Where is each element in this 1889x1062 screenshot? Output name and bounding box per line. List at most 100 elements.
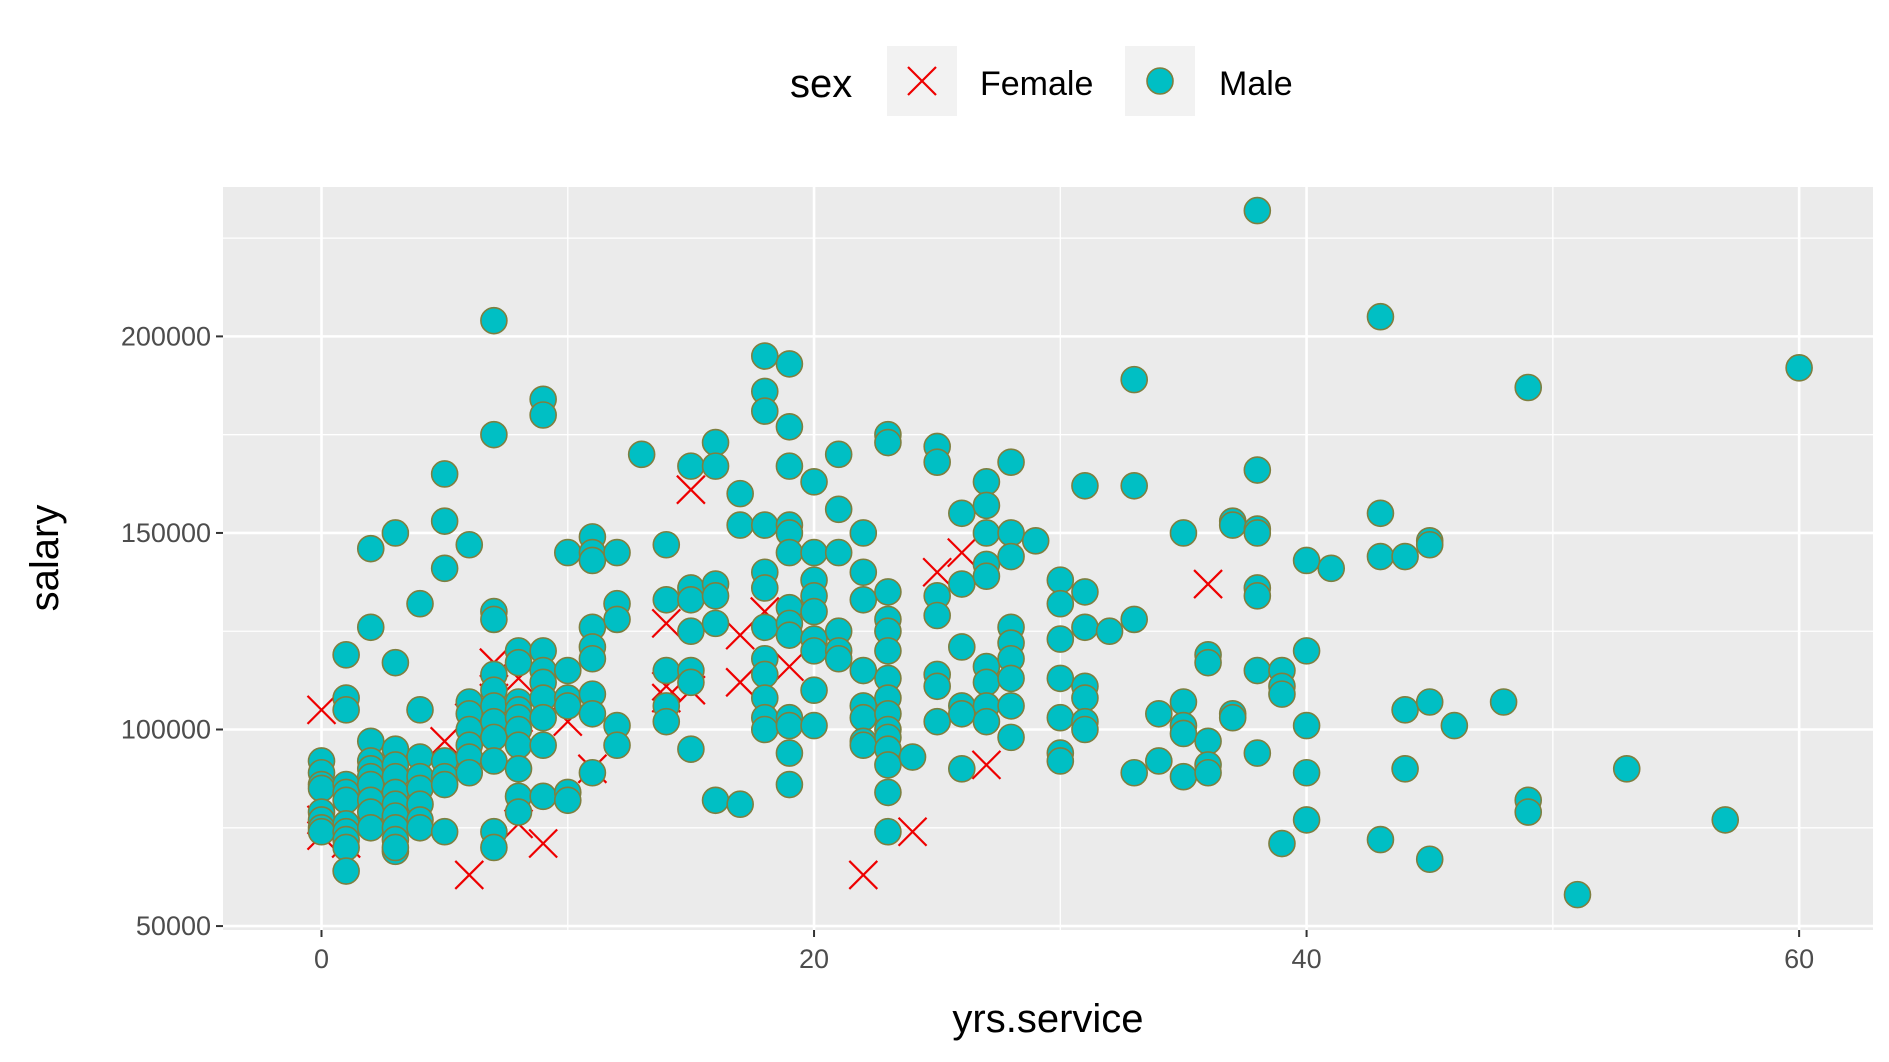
male-point (874, 428, 902, 457)
male-point (1071, 471, 1099, 500)
male-point (1243, 582, 1272, 610)
male-point (1218, 703, 1247, 732)
data-points (306, 196, 1813, 909)
male-point (578, 699, 607, 728)
x-tick-label: 20 (799, 944, 829, 974)
male-point (1366, 302, 1395, 331)
male-point (997, 692, 1025, 720)
female-point (947, 537, 977, 568)
male-point (677, 617, 705, 646)
male-point (652, 530, 681, 559)
male-point (1292, 806, 1321, 834)
male-point (677, 452, 705, 480)
male-point (824, 538, 853, 567)
male-point (1366, 542, 1395, 571)
male-point (1046, 664, 1075, 693)
male-point (898, 743, 927, 771)
male-point (406, 696, 434, 724)
y-tick-label: 200000 (121, 321, 211, 351)
male-point (824, 495, 853, 524)
male-point (972, 468, 1001, 496)
x-tick-label: 0 (314, 944, 329, 974)
male-point (1169, 519, 1198, 547)
male-point (332, 786, 360, 815)
male-point (972, 668, 1001, 697)
male-point (455, 758, 484, 787)
male-point (775, 350, 804, 378)
male-point (677, 668, 705, 697)
male-point (1169, 688, 1198, 716)
male-point (750, 342, 779, 370)
male-point (430, 817, 459, 846)
male-point (824, 440, 853, 469)
y-tick-label: 50000 (136, 911, 211, 941)
male-point (455, 530, 484, 559)
female-point (1193, 569, 1223, 599)
male-point (578, 644, 607, 673)
male-point (356, 534, 385, 563)
male-point (1194, 648, 1222, 677)
male-point (1071, 613, 1099, 642)
male-point (874, 578, 902, 606)
male-point (1046, 566, 1075, 594)
male-point (1391, 755, 1419, 783)
male-point (874, 751, 902, 779)
male-point (381, 833, 410, 862)
legend-circle-marker (1146, 67, 1174, 95)
male-point (1292, 637, 1321, 665)
male-point (972, 491, 1001, 520)
male-point (1243, 519, 1272, 547)
legend: sex Female Male (790, 46, 1293, 116)
male-point (1120, 471, 1148, 500)
male-point (1046, 589, 1075, 618)
legend-label-female: Female (980, 65, 1093, 103)
male-point (923, 601, 951, 630)
male-point (800, 676, 828, 704)
male-point (1292, 711, 1321, 740)
male-point (1169, 762, 1198, 791)
male-point (578, 546, 607, 575)
male-point (800, 468, 828, 496)
male-point (1120, 365, 1148, 394)
male-point (800, 597, 828, 626)
male-point (1095, 617, 1124, 646)
male-point (1145, 747, 1173, 775)
male-point (750, 660, 779, 689)
male-point (332, 641, 360, 669)
male-point (997, 519, 1025, 547)
male-point (1046, 703, 1075, 732)
male-point (430, 554, 459, 583)
y-tick-label: 100000 (121, 715, 211, 745)
male-point (504, 731, 533, 760)
female-point (429, 726, 460, 757)
male-point (1071, 684, 1099, 712)
male-point (1120, 758, 1148, 787)
male-point (997, 664, 1025, 693)
legend-male-marker (1146, 67, 1174, 95)
male-point (529, 782, 557, 811)
male-point (504, 755, 533, 783)
male-point (529, 703, 557, 732)
male-point (824, 644, 853, 673)
male-point (430, 507, 459, 535)
female-point (922, 557, 952, 588)
male-point (1366, 825, 1395, 854)
male-point (480, 723, 508, 752)
male-point (1268, 680, 1296, 708)
male-point (1243, 196, 1272, 225)
male-point (849, 731, 878, 760)
male-point (652, 585, 681, 614)
male-point (701, 786, 730, 815)
male-point (775, 452, 804, 480)
male-point (1071, 578, 1099, 606)
male-point (1440, 711, 1469, 740)
male-point (1046, 625, 1075, 653)
male-point (849, 703, 878, 732)
male-point (874, 817, 902, 846)
male-point (948, 499, 976, 528)
female-point (676, 474, 706, 505)
male-point (381, 519, 410, 547)
male-point (406, 813, 434, 842)
male-point (1292, 546, 1321, 575)
female-point (971, 750, 1002, 780)
